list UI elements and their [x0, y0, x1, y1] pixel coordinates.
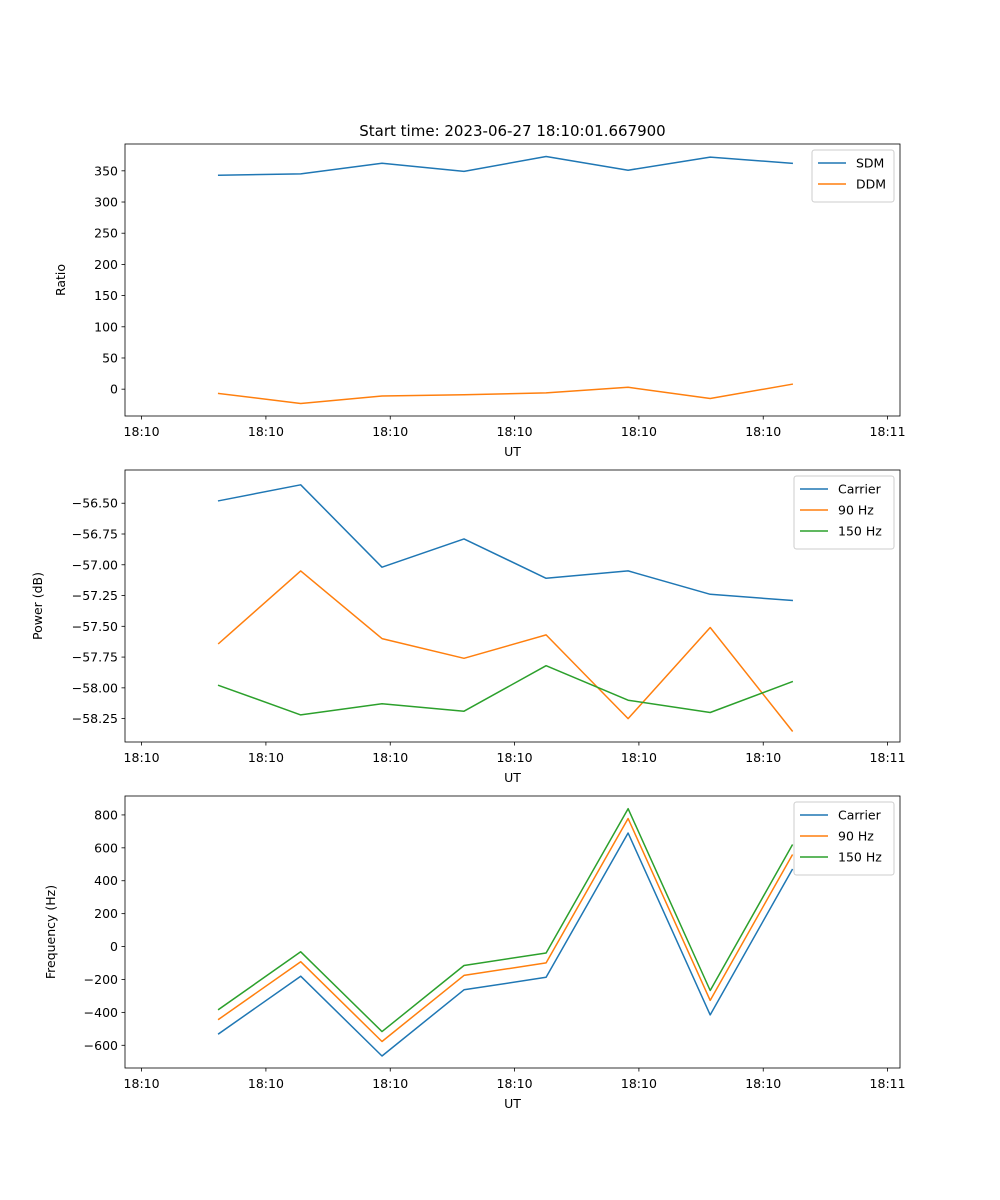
- axes-frame: [124, 795, 901, 1069]
- legend-label: Carrier: [838, 808, 882, 823]
- legend-label: 150 Hz: [838, 524, 882, 539]
- y-axis-label: Frequency (Hz): [43, 885, 58, 979]
- axes-frame: [124, 469, 901, 743]
- y-tick-label: −58.25: [72, 711, 118, 726]
- y-tick-label: 50: [102, 350, 118, 365]
- x-tick-label: 18:10: [372, 424, 408, 439]
- y-tick-label: 600: [94, 840, 118, 855]
- y-tick-label: 150: [94, 288, 118, 303]
- y-tick-label: −57.00: [72, 557, 118, 572]
- x-tick-label: 18:10: [372, 1076, 408, 1091]
- series-line-1-1: [217, 155, 794, 176]
- y-tick-label: 0: [110, 939, 118, 954]
- y-tick-label: −56.50: [72, 496, 118, 511]
- legend-label: Carrier: [838, 482, 882, 497]
- x-tick-label: 18:10: [497, 750, 533, 765]
- y-tick-label: −400: [84, 1005, 118, 1020]
- y-tick-label: 0: [110, 382, 118, 397]
- x-tick-label: 18:11: [870, 1076, 906, 1091]
- y-tick-label: 350: [94, 163, 118, 178]
- y-tick-label: 100: [94, 319, 118, 334]
- x-tick-label: 18:10: [248, 750, 284, 765]
- y-tick-label: 400: [94, 873, 118, 888]
- y-tick-label: −57.25: [72, 588, 118, 603]
- x-tick-label: 18:11: [870, 750, 906, 765]
- x-tick-label: 18:11: [870, 424, 906, 439]
- x-tick-label: 18:10: [621, 750, 657, 765]
- axes-frame: [124, 143, 901, 417]
- legend-label: 150 Hz: [838, 850, 882, 865]
- legend: SDM DDM: [811, 149, 895, 203]
- y-axis-label: Ratio: [53, 264, 68, 296]
- x-tick-label: 18:10: [745, 750, 781, 765]
- y-tick-label: −57.75: [72, 650, 118, 665]
- x-axis-label: UT: [504, 1096, 521, 1111]
- x-tick-label: 18:10: [745, 1076, 781, 1091]
- x-axis-label: UT: [504, 444, 521, 459]
- series-line-3-1: [217, 832, 794, 1057]
- x-tick-label: 18:10: [621, 424, 657, 439]
- x-tick-label: 18:10: [745, 424, 781, 439]
- x-tick-label: 18:10: [124, 750, 160, 765]
- legend-label: 90 Hz: [838, 503, 874, 518]
- series-line-3-2: [217, 817, 794, 1043]
- figure-title: Start time: 2023-06-27 18:10:01.667900: [359, 122, 665, 140]
- y-axis-label: Power (dB): [30, 572, 45, 640]
- x-tick-label: 18:10: [497, 1076, 533, 1091]
- x-tick-label: 18:10: [248, 1076, 284, 1091]
- legend-label: DDM: [856, 177, 886, 192]
- series-line-2-3: [217, 664, 794, 716]
- series-line-1-2: [217, 383, 794, 405]
- y-tick-label: −600: [84, 1038, 118, 1053]
- subplot-1: 18:10 18:10 18:10 18:10 18:10 18:10 18:11 0 50 10…: [53, 143, 906, 459]
- y-tick-label: −200: [84, 972, 118, 987]
- y-tick-label: 200: [94, 257, 118, 272]
- legend-label: 90 Hz: [838, 829, 874, 844]
- y-tick-label: −57.50: [72, 619, 118, 634]
- y-tick-label: 250: [94, 226, 118, 241]
- x-tick-label: 18:10: [497, 424, 533, 439]
- x-tick-label: 18:10: [621, 1076, 657, 1091]
- x-axis-label: UT: [504, 770, 521, 785]
- x-tick-label: 18:10: [124, 1076, 160, 1091]
- legend: Carrier 90 Hz 150 Hz: [793, 475, 895, 550]
- series-line-2-2: [217, 570, 794, 732]
- legend: Carrier 90 Hz 150 Hz: [793, 801, 895, 876]
- subplot-3: 18:10 18:10 18:10 18:10 18:10 18:10 18:11 −600 −…: [43, 795, 906, 1111]
- legend-label: SDM: [856, 156, 884, 171]
- y-tick-label: 200: [94, 906, 118, 921]
- subplot-2: 18:10 18:10 18:10 18:10 18:10 18:10 18:11 −58.2…: [30, 469, 906, 785]
- x-tick-label: 18:10: [124, 424, 160, 439]
- y-tick-label: −58.00: [72, 680, 118, 695]
- series-line-3-3: [217, 807, 794, 1033]
- x-tick-label: 18:10: [248, 424, 284, 439]
- x-tick-label: 18:10: [372, 750, 408, 765]
- y-tick-label: 300: [94, 195, 118, 210]
- y-tick-label: 800: [94, 807, 118, 822]
- series-line-2-1: [217, 484, 794, 602]
- y-tick-label: −56.75: [72, 527, 118, 542]
